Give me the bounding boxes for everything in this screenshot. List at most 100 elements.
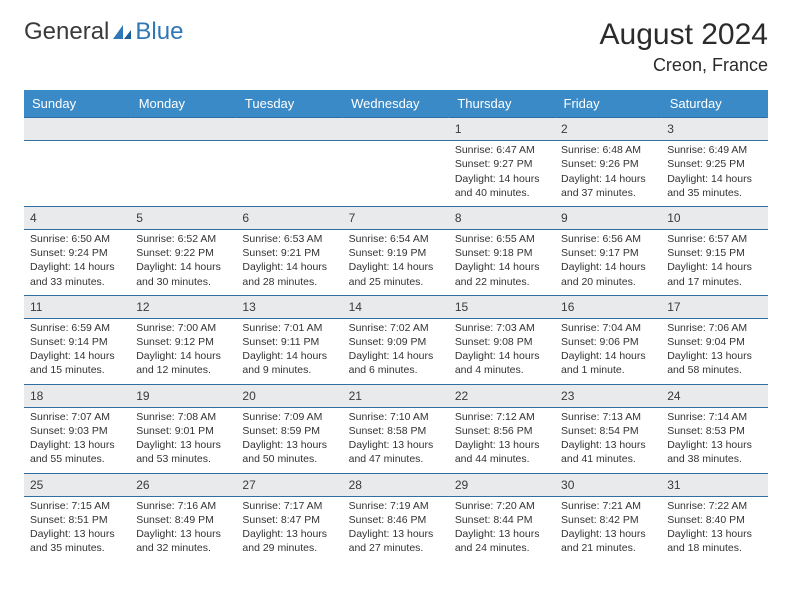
day-number: 31	[661, 474, 767, 496]
sunrise-line: Sunrise: 7:20 AM	[455, 499, 549, 513]
sunset-line: Sunset: 9:19 PM	[349, 246, 443, 260]
info-cell	[24, 141, 130, 207]
day-number: 4	[24, 207, 130, 229]
daynum-cell: 28	[343, 473, 449, 496]
daynum-cell: 1	[449, 118, 555, 141]
month-title: August 2024	[600, 18, 768, 51]
daynum-cell	[24, 118, 130, 141]
info-cell: Sunrise: 7:21 AMSunset: 8:42 PMDaylight:…	[555, 496, 661, 561]
day-header: Tuesday	[236, 90, 342, 118]
sunset-line: Sunset: 9:22 PM	[136, 246, 230, 260]
info-cell: Sunrise: 7:04 AMSunset: 9:06 PMDaylight:…	[555, 318, 661, 384]
daylight-line: Daylight: 14 hours and 30 minutes.	[136, 260, 230, 288]
daynum-cell: 9	[555, 206, 661, 229]
day-number: 6	[236, 207, 342, 229]
info-cell: Sunrise: 6:52 AMSunset: 9:22 PMDaylight:…	[130, 230, 236, 296]
daynum-row: 123	[24, 118, 768, 141]
info-cell	[130, 141, 236, 207]
daynum-cell: 19	[130, 384, 236, 407]
sunrise-line: Sunrise: 7:00 AM	[136, 321, 230, 335]
info-cell: Sunrise: 7:15 AMSunset: 8:51 PMDaylight:…	[24, 496, 130, 561]
info-cell	[236, 141, 342, 207]
sunrise-line: Sunrise: 6:53 AM	[242, 232, 336, 246]
info-cell: Sunrise: 6:57 AMSunset: 9:15 PMDaylight:…	[661, 230, 767, 296]
day-number: 3	[661, 118, 767, 140]
daynum-cell: 20	[236, 384, 342, 407]
sunset-line: Sunset: 8:42 PM	[561, 513, 655, 527]
daylight-line: Daylight: 14 hours and 35 minutes.	[667, 172, 761, 200]
sunset-line: Sunset: 8:49 PM	[136, 513, 230, 527]
day-number: 1	[449, 118, 555, 140]
day-number: 7	[343, 207, 449, 229]
sunset-line: Sunset: 8:51 PM	[30, 513, 124, 527]
daylight-line: Daylight: 14 hours and 20 minutes.	[561, 260, 655, 288]
info-cell: Sunrise: 6:48 AMSunset: 9:26 PMDaylight:…	[555, 141, 661, 207]
daynum-cell: 23	[555, 384, 661, 407]
day-number: 20	[236, 385, 342, 407]
daynum-cell: 10	[661, 206, 767, 229]
sunset-line: Sunset: 9:11 PM	[242, 335, 336, 349]
daylight-line: Daylight: 13 hours and 29 minutes.	[242, 527, 336, 555]
info-cell: Sunrise: 7:01 AMSunset: 9:11 PMDaylight:…	[236, 318, 342, 384]
daynum-cell: 6	[236, 206, 342, 229]
daylight-line: Daylight: 13 hours and 58 minutes.	[667, 349, 761, 377]
day-number: 25	[24, 474, 130, 496]
info-cell: Sunrise: 7:16 AMSunset: 8:49 PMDaylight:…	[130, 496, 236, 561]
day-number: 26	[130, 474, 236, 496]
info-cell: Sunrise: 6:56 AMSunset: 9:17 PMDaylight:…	[555, 230, 661, 296]
daynum-cell: 31	[661, 473, 767, 496]
daynum-cell: 18	[24, 384, 130, 407]
info-cell: Sunrise: 6:50 AMSunset: 9:24 PMDaylight:…	[24, 230, 130, 296]
daynum-cell: 29	[449, 473, 555, 496]
daylight-line: Daylight: 13 hours and 21 minutes.	[561, 527, 655, 555]
daylight-line: Daylight: 13 hours and 27 minutes.	[349, 527, 443, 555]
info-cell: Sunrise: 7:06 AMSunset: 9:04 PMDaylight:…	[661, 318, 767, 384]
day-number: 8	[449, 207, 555, 229]
info-cell: Sunrise: 7:00 AMSunset: 9:12 PMDaylight:…	[130, 318, 236, 384]
daynum-cell	[236, 118, 342, 141]
sunrise-line: Sunrise: 7:06 AM	[667, 321, 761, 335]
info-row: Sunrise: 6:50 AMSunset: 9:24 PMDaylight:…	[24, 230, 768, 296]
info-cell	[343, 141, 449, 207]
sunrise-line: Sunrise: 7:02 AM	[349, 321, 443, 335]
info-cell: Sunrise: 6:49 AMSunset: 9:25 PMDaylight:…	[661, 141, 767, 207]
info-cell: Sunrise: 7:17 AMSunset: 8:47 PMDaylight:…	[236, 496, 342, 561]
daynum-cell: 14	[343, 295, 449, 318]
daylight-line: Daylight: 13 hours and 55 minutes.	[30, 438, 124, 466]
day-number: 27	[236, 474, 342, 496]
info-cell: Sunrise: 7:13 AMSunset: 8:54 PMDaylight:…	[555, 407, 661, 473]
sunrise-line: Sunrise: 7:15 AM	[30, 499, 124, 513]
day-number: 5	[130, 207, 236, 229]
daynum-row: 11121314151617	[24, 295, 768, 318]
daynum-cell: 15	[449, 295, 555, 318]
day-header: Sunday	[24, 90, 130, 118]
daylight-line: Daylight: 13 hours and 32 minutes.	[136, 527, 230, 555]
daynum-cell	[130, 118, 236, 141]
sunset-line: Sunset: 8:59 PM	[242, 424, 336, 438]
info-cell: Sunrise: 7:09 AMSunset: 8:59 PMDaylight:…	[236, 407, 342, 473]
daynum-cell: 12	[130, 295, 236, 318]
daynum-cell: 8	[449, 206, 555, 229]
sunrise-line: Sunrise: 7:13 AM	[561, 410, 655, 424]
sunrise-line: Sunrise: 7:03 AM	[455, 321, 549, 335]
daynum-cell: 27	[236, 473, 342, 496]
daylight-line: Daylight: 14 hours and 12 minutes.	[136, 349, 230, 377]
day-number: 12	[130, 296, 236, 318]
sunrise-line: Sunrise: 6:48 AM	[561, 143, 655, 157]
daylight-line: Daylight: 13 hours and 41 minutes.	[561, 438, 655, 466]
sunrise-line: Sunrise: 6:56 AM	[561, 232, 655, 246]
title-block: August 2024 Creon, France	[600, 18, 768, 76]
daylight-line: Daylight: 14 hours and 40 minutes.	[455, 172, 549, 200]
day-number: 19	[130, 385, 236, 407]
daynum-cell: 17	[661, 295, 767, 318]
sunrise-line: Sunrise: 6:47 AM	[455, 143, 549, 157]
day-header: Wednesday	[343, 90, 449, 118]
day-number: 23	[555, 385, 661, 407]
daynum-cell: 11	[24, 295, 130, 318]
daynum-cell: 24	[661, 384, 767, 407]
day-header-row: Sunday Monday Tuesday Wednesday Thursday…	[24, 90, 768, 118]
info-row: Sunrise: 7:07 AMSunset: 9:03 PMDaylight:…	[24, 407, 768, 473]
daylight-line: Daylight: 14 hours and 1 minute.	[561, 349, 655, 377]
sunset-line: Sunset: 9:08 PM	[455, 335, 549, 349]
info-cell: Sunrise: 6:54 AMSunset: 9:19 PMDaylight:…	[343, 230, 449, 296]
